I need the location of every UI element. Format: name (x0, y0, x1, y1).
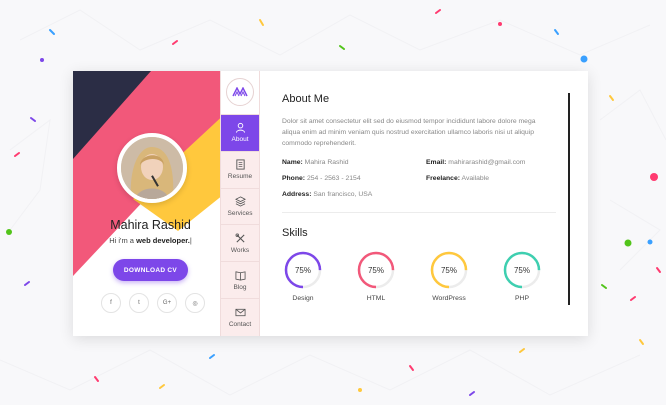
info-freelance: Freelance: Available (426, 175, 489, 182)
download-cv-button[interactable]: DOWNLOAD CV (113, 259, 188, 281)
google-plus-icon[interactable]: G+ (157, 293, 177, 313)
ring-progress-arc (503, 251, 541, 289)
about-text: Dolor sit amet consectetur elit sed do e… (282, 118, 536, 147)
role-highlight: web developer. (136, 236, 190, 245)
profile-panel: Mahira Rashid Hi i'm a web developer.| D… (73, 71, 221, 336)
info-email: Email: mahirarashid@gmail.com (426, 159, 526, 166)
side-nav: About Resume Services (220, 71, 260, 336)
nav-label: Resume (227, 173, 253, 181)
profile-role: Hi i'm a web developer.| (73, 236, 220, 245)
skills-title: Skills (282, 227, 308, 239)
info-grid: Name: Mahira Rashid Email: mahirarashid@… (282, 159, 566, 198)
skill-wordpress: 75% WordPress (428, 250, 470, 302)
nav-item-about[interactable]: About (221, 114, 259, 152)
twitter-icon[interactable]: t (129, 293, 149, 313)
about-title: About Me (282, 93, 330, 105)
progress-ring: 75% (356, 250, 396, 290)
avatar (117, 133, 187, 203)
nav-logo[interactable] (221, 71, 259, 115)
layers-icon (234, 196, 246, 207)
progress-ring: 75% (429, 250, 469, 290)
nav-item-services[interactable]: Services (221, 189, 259, 226)
info-phone: Phone: 254 - 2563 - 2154 (282, 175, 361, 182)
nav-item-resume[interactable]: Resume (221, 152, 259, 189)
nav-item-works[interactable]: Works (221, 225, 259, 263)
skill-percent: 75% (513, 265, 530, 275)
dribbble-icon[interactable]: ◎ (185, 293, 205, 313)
nav-label: Services (227, 209, 253, 217)
section-divider (282, 212, 556, 213)
skill-percent: 75% (367, 265, 384, 275)
user-icon (235, 123, 245, 133)
resume-icon (235, 159, 245, 170)
skill-percent: 75% (294, 265, 311, 275)
content-scrollbar[interactable] (568, 93, 570, 305)
nav-item-contact[interactable]: Contact (221, 299, 259, 336)
ring-progress-arc (357, 251, 395, 289)
typing-cursor: | (189, 236, 192, 245)
skill-label: PHP (515, 295, 529, 302)
book-icon (235, 271, 246, 281)
info-name: Name: Mahira Rashid (282, 159, 349, 166)
facebook-icon[interactable]: f (101, 293, 121, 313)
progress-ring: 75% (283, 250, 323, 290)
nav-label: About (231, 136, 249, 144)
logo-icon (226, 78, 255, 107)
info-address: Address: San francisco, USA (282, 191, 373, 198)
skill-design: 75% Design (282, 250, 324, 302)
profile-name: Mahira Rashid (110, 218, 191, 232)
social-links: f t G+ ◎ (101, 293, 205, 313)
tools-icon (235, 233, 245, 243)
ring-progress-arc (284, 251, 322, 289)
skill-html: 75% HTML (355, 250, 397, 302)
skill-label: HTML (366, 295, 386, 302)
nav-label: Contact (228, 321, 252, 329)
resume-card: Mahira Rashid Hi i'm a web developer.| D… (73, 71, 588, 336)
progress-ring: 75% (502, 250, 542, 290)
skills-list: 75% Design 75% HTML 75% WordPress (282, 250, 566, 302)
skill-php: 75% PHP (501, 250, 543, 302)
nav-label: Works (230, 246, 250, 254)
skill-label: Design (292, 295, 314, 302)
nav-label: Blog (233, 283, 247, 291)
skill-percent: 75% (440, 265, 457, 275)
skill-label: WordPress (432, 295, 466, 302)
mail-icon (235, 308, 246, 317)
nav-item-blog[interactable]: Blog (221, 262, 259, 300)
ring-progress-arc (430, 251, 468, 289)
role-prefix: Hi i'm a (109, 236, 137, 245)
about-content: About Me Dolor sit amet consectetur elit… (260, 71, 588, 336)
